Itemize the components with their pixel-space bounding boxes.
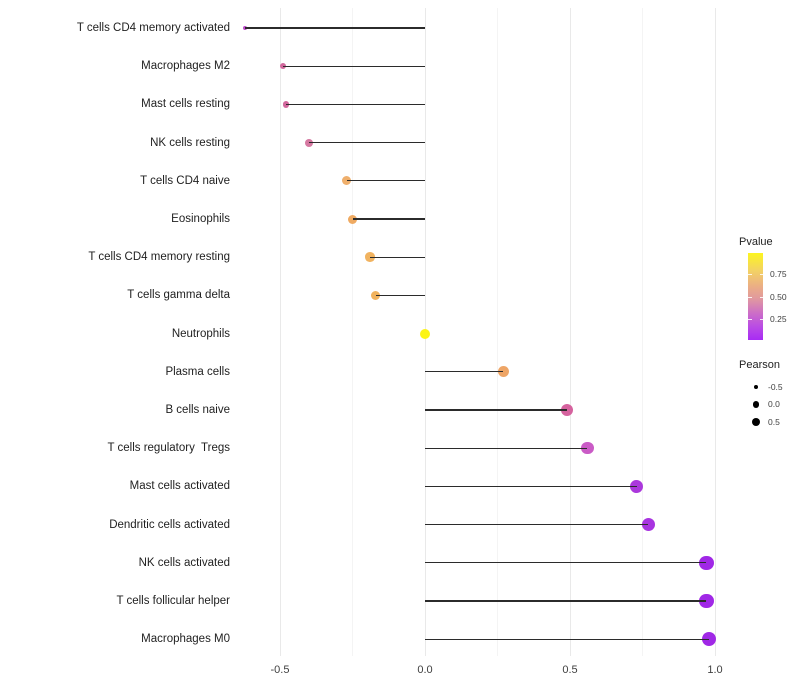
- x-axis-tick-label: -0.5: [270, 664, 290, 676]
- pvalue-tick-mark: [748, 318, 752, 320]
- y-axis-label: B cells naive: [165, 404, 230, 416]
- gridline-major: [279, 8, 281, 656]
- stem-line: [309, 141, 425, 144]
- y-axis-label: T cells CD4 memory activated: [76, 22, 230, 34]
- stem-line: [425, 485, 637, 488]
- gridline-major: [714, 8, 716, 656]
- pearson-size-label: 0.0: [768, 399, 780, 410]
- y-axis-label: T cells CD4 memory resting: [88, 251, 230, 264]
- y-axis-label: NK cells activated: [138, 556, 230, 569]
- y-axis-label: T cells regulatory Tregs: [107, 442, 230, 455]
- y-axis-label: NK cells resting: [150, 136, 230, 149]
- y-axis-label: Plasma cells: [165, 365, 230, 378]
- x-axis-tick-label: 1.0: [707, 664, 723, 676]
- data-point: [629, 479, 644, 494]
- y-axis-label: Dendritic cells activated: [109, 518, 230, 531]
- stem-line: [352, 218, 425, 220]
- stem-line: [425, 638, 710, 640]
- pvalue-gradient-bar: [748, 253, 763, 340]
- stem-line: [425, 600, 707, 602]
- stem-line: [245, 27, 425, 29]
- pearson-size-legend: Pearson -0.5 0.0 0.5: [737, 359, 800, 434]
- stem-line: [425, 409, 568, 411]
- pvalue-color-legend: Pvalue 0.75 0.50 0.25: [737, 236, 800, 348]
- pearson-legend-title: Pearson: [739, 359, 780, 371]
- stem-line: [425, 447, 588, 449]
- data-point: [641, 517, 656, 532]
- y-axis-label: Macrophages M0: [141, 633, 230, 646]
- stem-line: [282, 65, 425, 67]
- pvalue-tick-mark: [759, 318, 763, 320]
- pearson-size-label: 0.5: [768, 416, 780, 427]
- pearson-size-dot: [752, 401, 760, 408]
- stem-line: [425, 371, 504, 373]
- pvalue-tick-label: 0.75: [770, 268, 787, 279]
- gridline-minor: [497, 8, 498, 656]
- y-axis-label: T cells follicular helper: [116, 595, 230, 607]
- pvalue-tick-mark: [748, 296, 752, 298]
- data-point: [701, 631, 717, 647]
- stem-line: [346, 180, 425, 182]
- data-point: [699, 555, 714, 571]
- gridline-major: [569, 8, 571, 656]
- pvalue-tick-mark: [759, 296, 763, 298]
- y-axis-label: Eosinophils: [171, 213, 230, 225]
- data-point: [561, 404, 574, 416]
- x-axis-tick-label: 0.5: [562, 664, 578, 676]
- pearson-size-label: -0.5: [768, 382, 783, 392]
- y-axis-label: Mast cells activated: [129, 480, 230, 493]
- pvalue-tick-mark: [748, 273, 752, 275]
- y-axis-label: Mast cells resting: [141, 98, 230, 111]
- stem-line: [369, 256, 425, 258]
- stem-line: [425, 562, 707, 564]
- gridline-minor: [642, 8, 643, 656]
- pvalue-tick-mark: [759, 273, 763, 275]
- pearson-size-dot: [753, 384, 759, 390]
- gridline-minor: [352, 8, 353, 656]
- pvalue-tick-label: 0.25: [770, 313, 787, 324]
- stem-line: [375, 294, 425, 297]
- data-point: [699, 593, 714, 609]
- data-point: [497, 366, 509, 378]
- data-point: [581, 441, 594, 455]
- data-point: [420, 328, 430, 339]
- x-axis-tick-label: 0.0: [417, 664, 433, 676]
- stem-line: [285, 103, 425, 106]
- y-axis-label: T cells CD4 naive: [140, 174, 230, 187]
- y-axis-label: Macrophages M2: [141, 60, 230, 73]
- y-axis-label: T cells gamma delta: [127, 289, 230, 302]
- stem-line: [425, 523, 649, 526]
- pearson-size-dot: [752, 417, 760, 426]
- pvalue-tick-label: 0.50: [770, 291, 787, 302]
- y-axis-label: Neutrophils: [171, 327, 230, 340]
- pvalue-legend-title: Pvalue: [739, 236, 773, 248]
